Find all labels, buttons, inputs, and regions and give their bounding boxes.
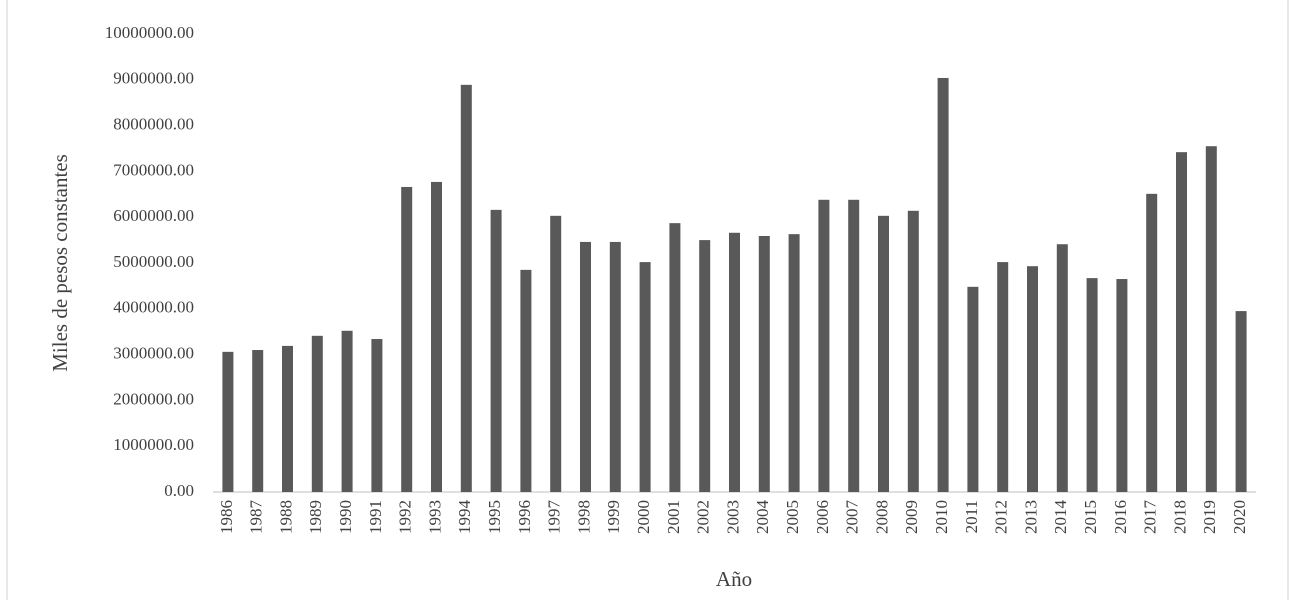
bar <box>997 262 1009 492</box>
y-tick-label: 6000000.00 <box>113 206 194 225</box>
x-tick-label: 1992 <box>396 500 415 534</box>
bar <box>520 269 532 492</box>
bar <box>550 215 562 493</box>
y-tick-label: 10000000.00 <box>105 23 194 42</box>
x-tick-label: 1994 <box>455 500 474 535</box>
bar <box>401 186 413 493</box>
x-tick-label: 2002 <box>694 500 713 534</box>
x-tick-label: 2014 <box>1051 500 1070 535</box>
bar <box>639 262 651 492</box>
bar <box>282 345 293 492</box>
x-tick-label: 2010 <box>932 500 951 534</box>
y-tick-label: 9000000.00 <box>113 69 194 88</box>
y-tick-label: 8000000.00 <box>113 115 194 134</box>
x-tick-label: 2006 <box>813 500 832 534</box>
bar <box>341 330 353 492</box>
bar <box>222 351 234 492</box>
bar <box>729 232 740 492</box>
x-tick-label: 1987 <box>247 500 266 535</box>
bar <box>878 215 889 493</box>
x-tick-label: 2011 <box>962 500 981 533</box>
bar <box>431 181 442 492</box>
x-tick-label: 2015 <box>1081 500 1100 534</box>
bar <box>490 209 502 492</box>
bar <box>580 241 591 492</box>
y-axis-title: Miles de pesos constantes <box>48 154 72 372</box>
x-tick-label: 2007 <box>843 500 862 535</box>
bar <box>848 199 860 492</box>
x-tick-label: 2008 <box>872 500 891 534</box>
bar <box>1116 279 1128 492</box>
x-tick-label: 1999 <box>604 500 623 534</box>
x-tick-label: 2000 <box>634 500 653 534</box>
x-tick-label: 2016 <box>1111 500 1130 534</box>
x-tick-label: 2018 <box>1170 500 1189 534</box>
y-tick-label: 7000000.00 <box>113 160 194 179</box>
x-tick-label: 1989 <box>306 500 325 534</box>
bar <box>371 339 383 492</box>
bar <box>1027 266 1038 492</box>
x-tick-label: 2004 <box>753 500 772 535</box>
bar <box>1086 278 1098 492</box>
bar <box>907 210 919 492</box>
bar <box>460 84 472 492</box>
bar <box>311 335 323 492</box>
bar <box>1146 193 1158 493</box>
y-tick-label: 5000000.00 <box>113 252 194 271</box>
y-tick-label: 0.00 <box>164 481 194 500</box>
bar <box>669 223 681 493</box>
x-tick-label: 2005 <box>783 500 802 534</box>
bar <box>818 199 830 492</box>
x-tick-label: 1993 <box>425 500 444 534</box>
x-tick-label: 2013 <box>1021 500 1040 534</box>
x-tick-label: 1996 <box>515 500 534 534</box>
bar <box>788 234 800 492</box>
bar <box>609 241 621 492</box>
x-tick-label: 1991 <box>366 500 385 534</box>
x-tick-label: 2009 <box>902 500 921 534</box>
x-tick-label: 1995 <box>485 500 504 534</box>
x-tick-label: 1998 <box>574 500 593 534</box>
bar <box>699 240 711 492</box>
x-tick-label: 1990 <box>336 500 355 534</box>
y-tick-label: 3000000.00 <box>113 344 194 363</box>
x-tick-label: 1997 <box>545 500 564 535</box>
bar <box>758 235 770 492</box>
x-tick-label: 2012 <box>992 500 1011 534</box>
y-tick-label: 4000000.00 <box>113 298 194 317</box>
x-tick-label: 2020 <box>1230 500 1249 534</box>
x-tick-label: 2001 <box>664 500 683 534</box>
x-axis-title: Año <box>716 567 752 591</box>
bar <box>1056 244 1068 492</box>
bar <box>252 350 264 492</box>
x-tick-label: 2017 <box>1141 500 1160 535</box>
x-tick-label: 1988 <box>276 500 295 534</box>
bar <box>1235 311 1247 492</box>
bar <box>1205 146 1217 492</box>
x-tick-label: 2003 <box>723 500 742 534</box>
bar <box>937 77 949 492</box>
bar <box>967 286 979 492</box>
x-tick-label: 1986 <box>217 500 236 534</box>
y-tick-label: 1000000.00 <box>113 435 194 454</box>
x-tick-label: 2019 <box>1200 500 1219 534</box>
bar <box>1176 152 1187 492</box>
y-tick-label: 2000000.00 <box>113 389 194 408</box>
